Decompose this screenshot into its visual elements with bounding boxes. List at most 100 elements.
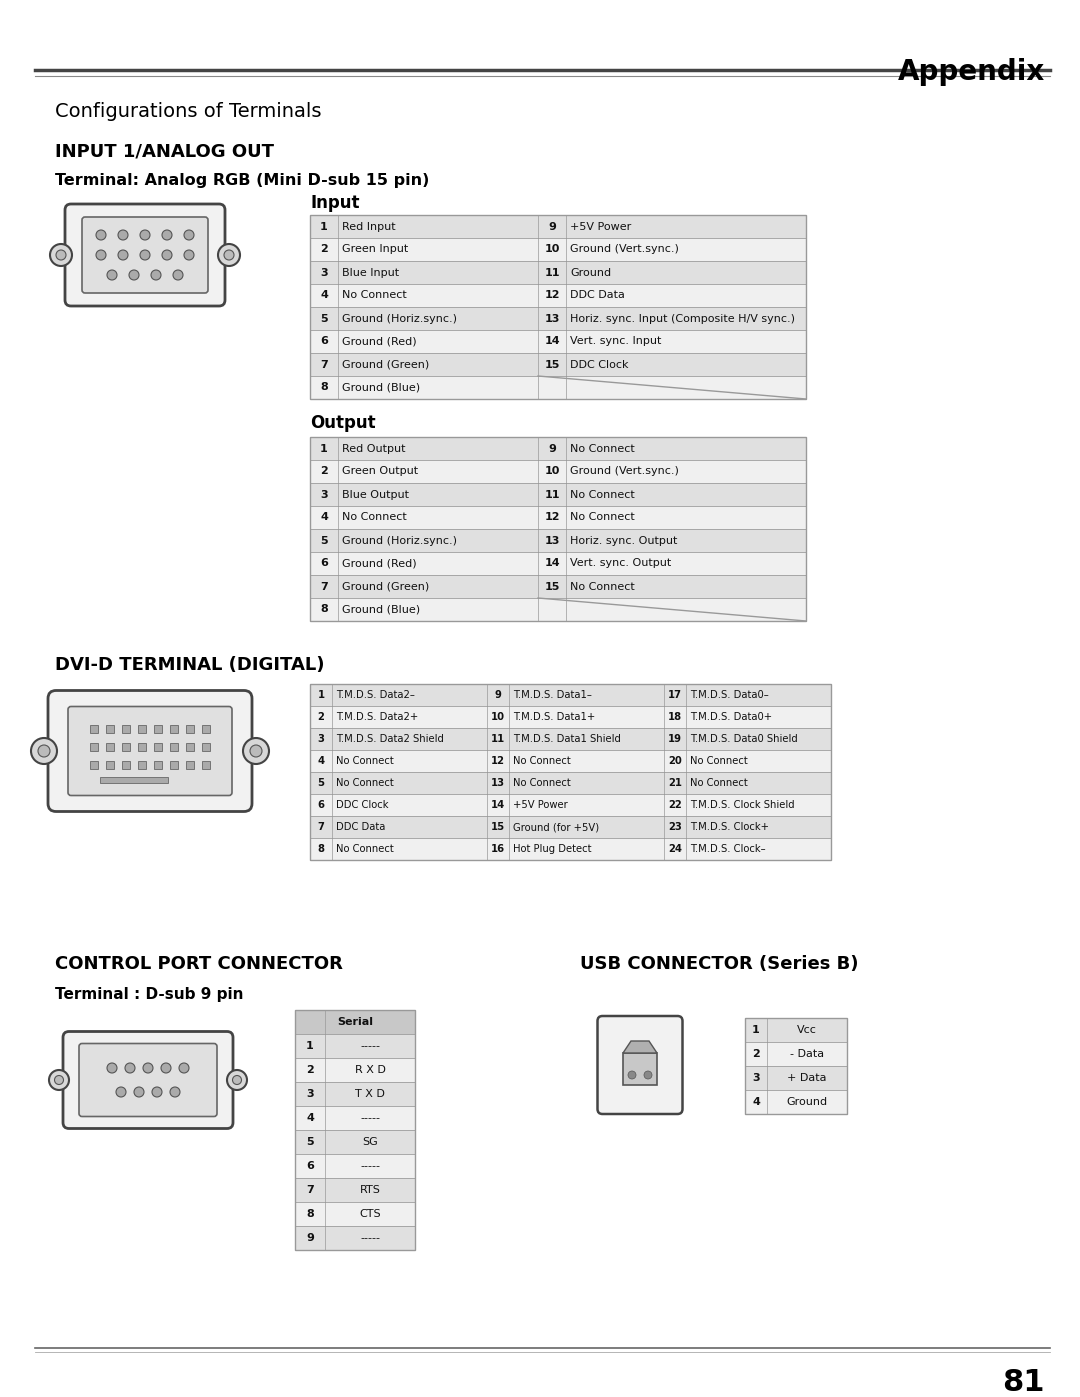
Bar	[122, 725, 130, 733]
Text: -----: -----	[360, 1161, 380, 1171]
Text: No Connect: No Connect	[342, 291, 407, 300]
Bar	[295, 1058, 415, 1083]
Bar	[310, 576, 806, 598]
Text: 12: 12	[544, 291, 559, 300]
Text: No Connect: No Connect	[513, 756, 570, 766]
Text: 10: 10	[491, 712, 505, 722]
Text: 7: 7	[320, 581, 328, 591]
Bar	[310, 685, 831, 705]
Text: CONTROL PORT CONNECTOR: CONTROL PORT CONNECTOR	[55, 956, 342, 972]
Bar	[310, 307, 806, 330]
Text: 11: 11	[491, 733, 505, 745]
Text: 9: 9	[548, 222, 556, 232]
Text: 14: 14	[544, 559, 559, 569]
Bar	[100, 777, 168, 782]
Text: RTS: RTS	[360, 1185, 380, 1194]
Text: 2: 2	[318, 712, 324, 722]
Text: T.M.D.S. Clock Shield: T.M.D.S. Clock Shield	[690, 800, 795, 810]
Text: No Connect: No Connect	[513, 778, 570, 788]
Bar	[310, 793, 831, 816]
Bar	[310, 483, 806, 506]
Bar	[106, 743, 114, 752]
Bar	[186, 761, 194, 768]
Text: T.M.D.S. Clock–: T.M.D.S. Clock–	[690, 844, 766, 854]
Text: Ground (Blue): Ground (Blue)	[342, 383, 420, 393]
Bar	[295, 1106, 415, 1130]
Text: 12: 12	[491, 756, 505, 766]
Circle shape	[179, 1063, 189, 1073]
Circle shape	[143, 1063, 153, 1073]
Text: DDC Data: DDC Data	[336, 821, 386, 833]
Text: 22: 22	[669, 800, 681, 810]
Text: + Data: + Data	[787, 1073, 827, 1083]
Text: Configurations of Terminals: Configurations of Terminals	[55, 102, 322, 122]
Text: 5: 5	[320, 313, 328, 324]
Bar	[310, 529, 806, 552]
Text: Ground (Green): Ground (Green)	[342, 359, 429, 369]
Bar	[310, 237, 806, 261]
Text: No Connect: No Connect	[336, 778, 394, 788]
Text: Ground (Horiz.sync.): Ground (Horiz.sync.)	[342, 313, 457, 324]
Circle shape	[38, 745, 50, 757]
Text: 3: 3	[318, 733, 324, 745]
Bar	[138, 725, 146, 733]
Text: Vcc: Vcc	[797, 1025, 816, 1035]
Circle shape	[96, 250, 106, 260]
Text: Ground (Red): Ground (Red)	[342, 337, 417, 346]
Text: 3: 3	[752, 1073, 760, 1083]
Text: T.M.D.S. Data1+: T.M.D.S. Data1+	[513, 712, 595, 722]
Text: DDC Clock: DDC Clock	[570, 359, 629, 369]
Text: T.M.D.S. Data2+: T.M.D.S. Data2+	[336, 712, 418, 722]
Text: 7: 7	[320, 359, 328, 369]
Bar	[745, 1018, 847, 1113]
Text: +5V Power: +5V Power	[570, 222, 631, 232]
Bar	[310, 552, 806, 576]
Text: 13: 13	[491, 778, 505, 788]
Text: 2: 2	[752, 1049, 760, 1059]
Text: 81: 81	[1002, 1368, 1045, 1397]
Text: 3: 3	[320, 489, 328, 500]
Text: 11: 11	[544, 489, 559, 500]
Text: SG: SG	[362, 1137, 378, 1147]
Text: Ground: Ground	[570, 267, 611, 278]
FancyBboxPatch shape	[79, 1044, 217, 1116]
Text: 8: 8	[318, 844, 324, 854]
Bar	[154, 725, 162, 733]
Bar	[310, 838, 831, 861]
Text: 1: 1	[320, 443, 328, 454]
Text: 17: 17	[669, 690, 681, 700]
Text: 6: 6	[320, 337, 328, 346]
Text: Green Input: Green Input	[342, 244, 408, 254]
Circle shape	[152, 1087, 162, 1097]
Bar	[202, 761, 210, 768]
Text: 15: 15	[544, 581, 559, 591]
FancyBboxPatch shape	[48, 690, 252, 812]
Text: Vert. sync. Output: Vert. sync. Output	[570, 559, 672, 569]
Text: 4: 4	[752, 1097, 760, 1106]
Text: Terminal: Analog RGB (Mini D-sub 15 pin): Terminal: Analog RGB (Mini D-sub 15 pin)	[55, 173, 430, 189]
Bar	[310, 816, 831, 838]
Bar	[310, 284, 806, 307]
Circle shape	[161, 1063, 171, 1073]
Text: 6: 6	[306, 1161, 314, 1171]
Text: 1: 1	[306, 1041, 314, 1051]
Bar	[310, 685, 831, 861]
Text: 10: 10	[544, 244, 559, 254]
Bar	[295, 1154, 415, 1178]
Text: 1: 1	[752, 1025, 760, 1035]
Bar	[310, 506, 806, 529]
Bar	[310, 376, 806, 400]
Circle shape	[129, 270, 139, 279]
Text: Vert. sync. Input: Vert. sync. Input	[570, 337, 661, 346]
Bar	[295, 1201, 415, 1227]
Bar	[310, 437, 806, 622]
Text: -----: -----	[360, 1234, 380, 1243]
Text: No Connect: No Connect	[336, 844, 394, 854]
Text: 11: 11	[544, 267, 559, 278]
Text: 24: 24	[669, 844, 681, 854]
Text: Serial: Serial	[337, 1017, 373, 1027]
Circle shape	[107, 1063, 117, 1073]
Text: 4: 4	[320, 291, 328, 300]
Text: 7: 7	[318, 821, 324, 833]
Text: Ground (Green): Ground (Green)	[342, 581, 429, 591]
